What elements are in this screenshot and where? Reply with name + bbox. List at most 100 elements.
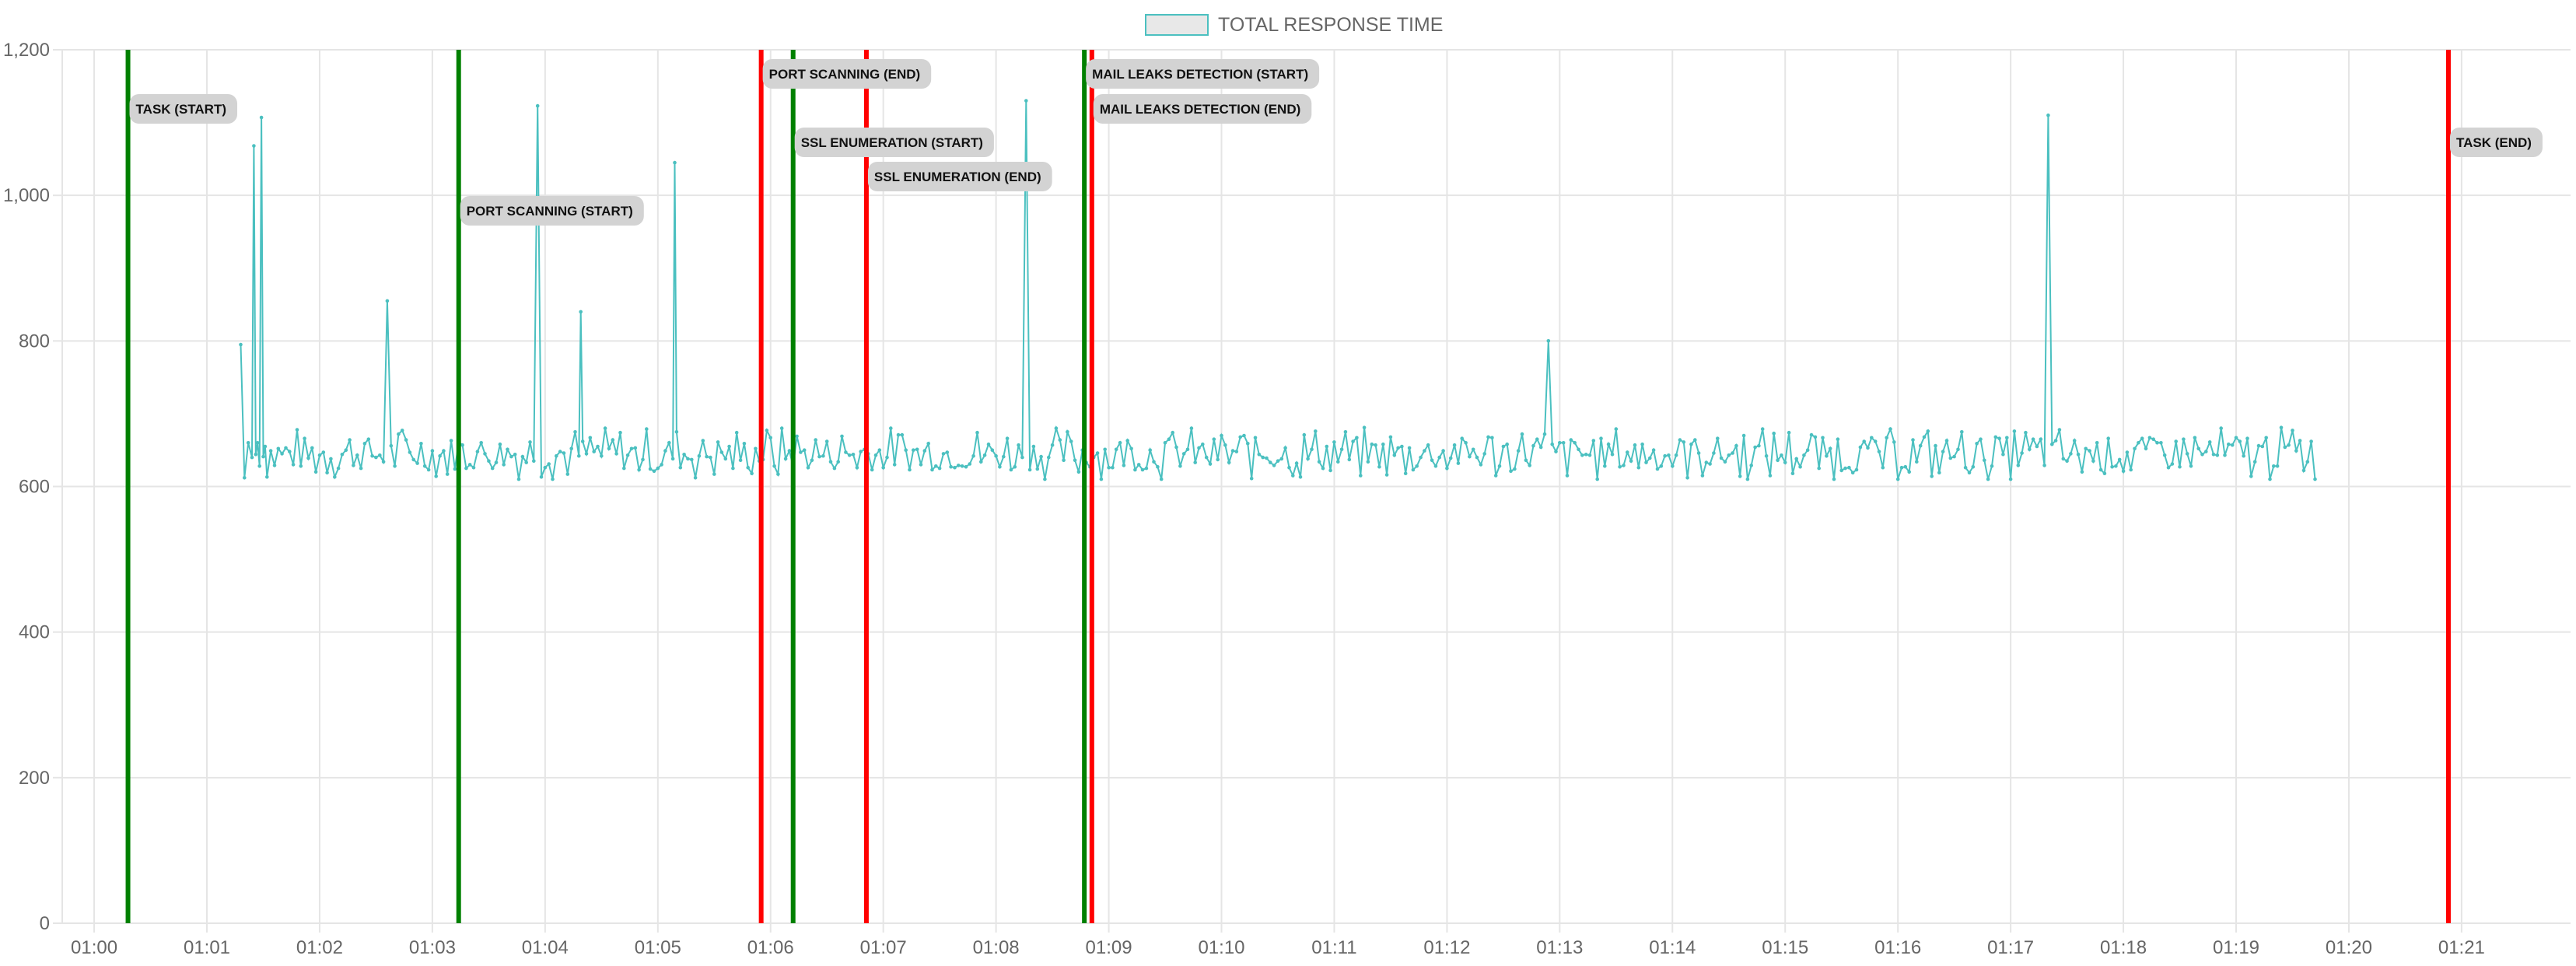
- data-point[interactable]: [1895, 477, 1900, 481]
- data-point[interactable]: [1009, 467, 1013, 472]
- data-point[interactable]: [1178, 464, 1182, 468]
- data-point[interactable]: [738, 458, 743, 463]
- data-point[interactable]: [2268, 477, 2272, 481]
- data-point[interactable]: [742, 442, 747, 446]
- data-point[interactable]: [2065, 459, 2069, 463]
- data-point[interactable]: [960, 464, 964, 468]
- data-point[interactable]: [1261, 455, 1265, 460]
- data-point[interactable]: [1918, 443, 1923, 448]
- data-point[interactable]: [2249, 474, 2253, 478]
- data-point[interactable]: [975, 430, 979, 435]
- data-point[interactable]: [1780, 453, 1783, 457]
- data-point[interactable]: [727, 444, 731, 449]
- data-point[interactable]: [1020, 455, 1024, 460]
- data-point[interactable]: [772, 464, 776, 468]
- data-point[interactable]: [344, 448, 348, 452]
- data-point[interactable]: [645, 427, 649, 431]
- data-point[interactable]: [1411, 467, 1416, 472]
- data-point[interactable]: [1144, 466, 1149, 471]
- data-point[interactable]: [1531, 443, 1535, 448]
- data-point[interactable]: [1415, 464, 1419, 468]
- data-point[interactable]: [1794, 457, 1798, 461]
- data-point[interactable]: [1749, 464, 1753, 467]
- data-point[interactable]: [1362, 425, 1367, 429]
- data-point[interactable]: [1899, 465, 1904, 470]
- data-point[interactable]: [1926, 429, 1930, 433]
- data-point[interactable]: [1253, 436, 1258, 440]
- data-point[interactable]: [2283, 445, 2287, 450]
- data-point[interactable]: [2020, 451, 2024, 455]
- data-point[interactable]: [2129, 467, 2133, 472]
- data-point[interactable]: [1967, 471, 1972, 474]
- data-point[interactable]: [426, 467, 431, 472]
- data-point[interactable]: [434, 474, 438, 478]
- data-point[interactable]: [2076, 453, 2081, 457]
- data-point[interactable]: [1790, 471, 1795, 475]
- data-point[interactable]: [1107, 465, 1111, 470]
- data-point[interactable]: [1314, 429, 1318, 433]
- data-point[interactable]: [1877, 450, 1881, 453]
- data-point[interactable]: [1321, 466, 1325, 471]
- data-point[interactable]: [750, 471, 754, 475]
- data-point[interactable]: [404, 438, 408, 442]
- data-point[interactable]: [1136, 463, 1141, 467]
- data-point[interactable]: [896, 432, 901, 437]
- data-point[interactable]: [660, 463, 663, 467]
- data-point[interactable]: [1220, 433, 1223, 438]
- data-point[interactable]: [1516, 449, 1521, 453]
- data-point[interactable]: [1445, 466, 1449, 471]
- data-point[interactable]: [1971, 464, 1976, 469]
- data-point[interactable]: [2298, 439, 2302, 443]
- data-point[interactable]: [1246, 442, 1250, 446]
- data-point[interactable]: [1047, 455, 1051, 460]
- data-point[interactable]: [629, 446, 634, 451]
- data-point[interactable]: [516, 477, 521, 481]
- data-point[interactable]: [1013, 464, 1017, 469]
- data-point[interactable]: [1452, 443, 1457, 447]
- data-point[interactable]: [2080, 470, 2084, 474]
- data-point[interactable]: [945, 450, 950, 454]
- data-point[interactable]: [1359, 474, 1363, 478]
- data-point[interactable]: [1426, 443, 1430, 447]
- data-point[interactable]: [1265, 456, 1269, 460]
- data-point[interactable]: [712, 472, 716, 476]
- data-point[interactable]: [1159, 477, 1164, 481]
- data-point[interactable]: [1798, 464, 1802, 469]
- data-point[interactable]: [1069, 439, 1073, 443]
- data-point[interactable]: [471, 465, 476, 470]
- data-point[interactable]: [280, 452, 284, 456]
- data-point[interactable]: [1497, 464, 1502, 468]
- data-point[interactable]: [1986, 477, 1990, 481]
- data-point[interactable]: [1392, 453, 1397, 457]
- data-point[interactable]: [2294, 449, 2298, 453]
- data-point[interactable]: [1772, 431, 1776, 436]
- data-point[interactable]: [2313, 477, 2317, 481]
- data-point[interactable]: [670, 457, 675, 461]
- data-point[interactable]: [922, 449, 927, 453]
- data-point[interactable]: [498, 442, 502, 446]
- data-point[interactable]: [1156, 464, 1160, 469]
- data-point[interactable]: [1317, 460, 1321, 464]
- data-point[interactable]: [2279, 425, 2284, 429]
- data-point[interactable]: [1768, 474, 1773, 478]
- data-point[interactable]: [1490, 436, 1494, 440]
- data-point[interactable]: [438, 453, 442, 458]
- data-point[interactable]: [1587, 453, 1592, 457]
- data-point[interactable]: [1603, 464, 1607, 468]
- data-point[interactable]: [1948, 456, 1953, 460]
- data-point[interactable]: [1825, 453, 1829, 458]
- data-point[interactable]: [1839, 468, 1843, 473]
- data-point[interactable]: [340, 453, 345, 457]
- data-point[interactable]: [1678, 438, 1682, 442]
- data-point[interactable]: [1475, 455, 1479, 460]
- data-point[interactable]: [348, 438, 352, 442]
- data-point[interactable]: [1002, 454, 1006, 459]
- data-point[interactable]: [1298, 475, 1303, 479]
- data-point[interactable]: [1513, 467, 1517, 471]
- data-point[interactable]: [1850, 471, 1855, 474]
- data-point[interactable]: [588, 436, 593, 440]
- data-point[interactable]: [325, 471, 329, 474]
- data-point[interactable]: [1189, 426, 1194, 430]
- data-point[interactable]: [573, 430, 577, 434]
- data-point[interactable]: [986, 442, 991, 446]
